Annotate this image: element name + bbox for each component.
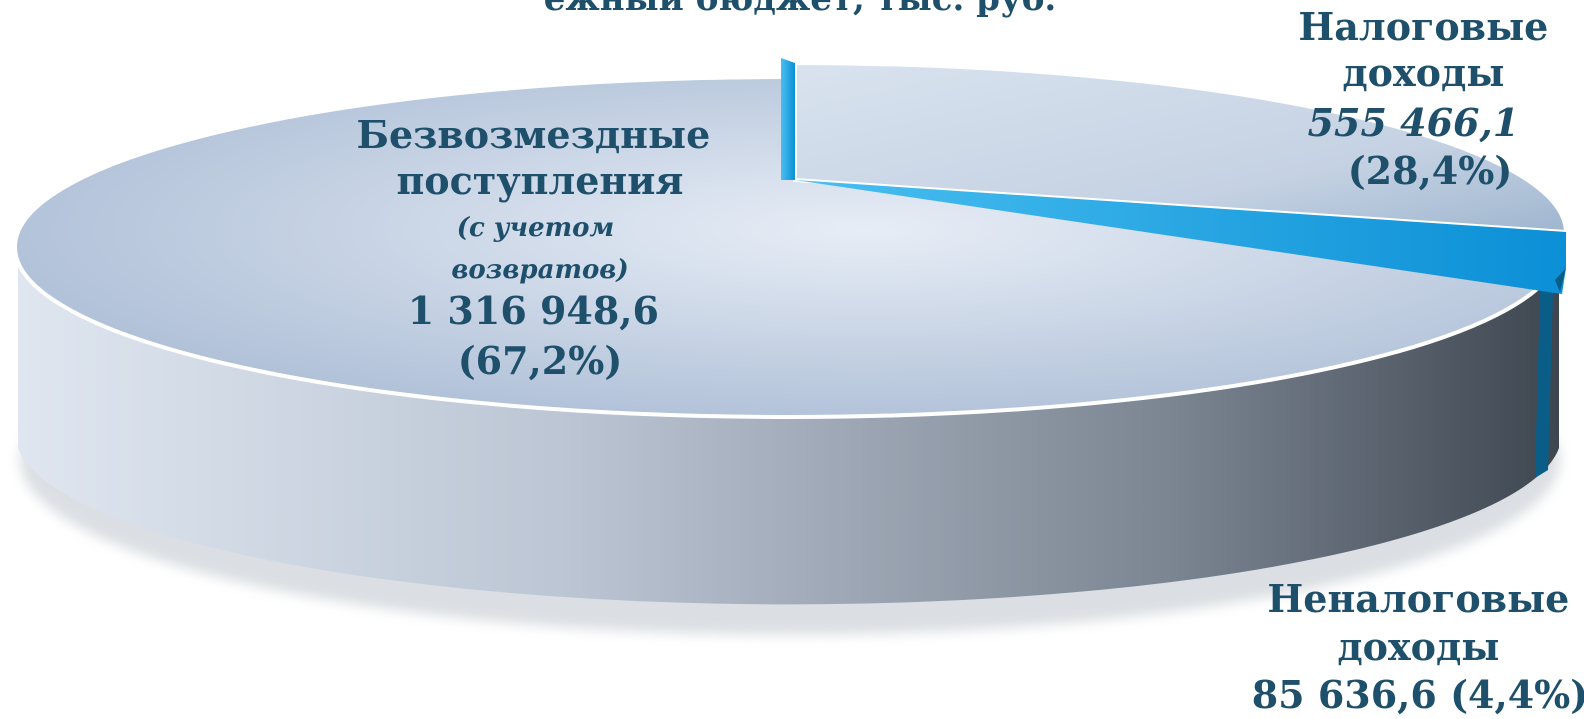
label-gratuitous-line2: поступления <box>396 158 683 203</box>
label-gratuitous-note2: возвратов) <box>451 255 628 285</box>
label-tax: Налоговые доходы 555 466,1 (28,4%) <box>1298 4 1561 193</box>
label-gratuitous-values: 1 316 948,6 (67,2%) <box>408 288 672 383</box>
label-gratuitous: Безвозмездные поступления <box>357 112 724 203</box>
label-tax-line1: Налоговые <box>1298 4 1548 49</box>
label-nontax-value: 85 636,6 (4,4%) <box>1252 672 1584 717</box>
label-tax-value: 555 466,1 <box>1308 100 1520 145</box>
slice-nontax-top <box>1555 268 1566 292</box>
slice-tax-edge-bottom <box>795 180 1566 294</box>
chart-title-fragment: ежный бюджет, тыс. руб. <box>544 0 1056 19</box>
label-nontax-line2: доходы <box>1337 624 1499 669</box>
label-gratuitous-note: (с учетом возвратов) <box>451 213 628 285</box>
slice-nontax-side <box>1535 290 1553 478</box>
pie-side <box>18 252 1559 605</box>
label-gratuitous-value: 1 316 948,6 <box>408 288 659 333</box>
label-gratuitous-percent: (67,2%) <box>458 338 623 383</box>
label-gratuitous-note1: (с учетом <box>457 213 614 243</box>
label-gratuitous-line1: Безвозмездные <box>357 112 711 157</box>
label-nontax-line1: Неналоговые <box>1267 576 1569 621</box>
label-nontax: Неналоговые доходы 85 636,6 (4,4%) <box>1252 576 1584 717</box>
slice-tax-edge-left <box>781 58 795 180</box>
slice-tax-top <box>793 60 1569 235</box>
label-tax-percent: (28,4%) <box>1348 148 1513 193</box>
label-tax-line2: доходы <box>1342 50 1504 95</box>
